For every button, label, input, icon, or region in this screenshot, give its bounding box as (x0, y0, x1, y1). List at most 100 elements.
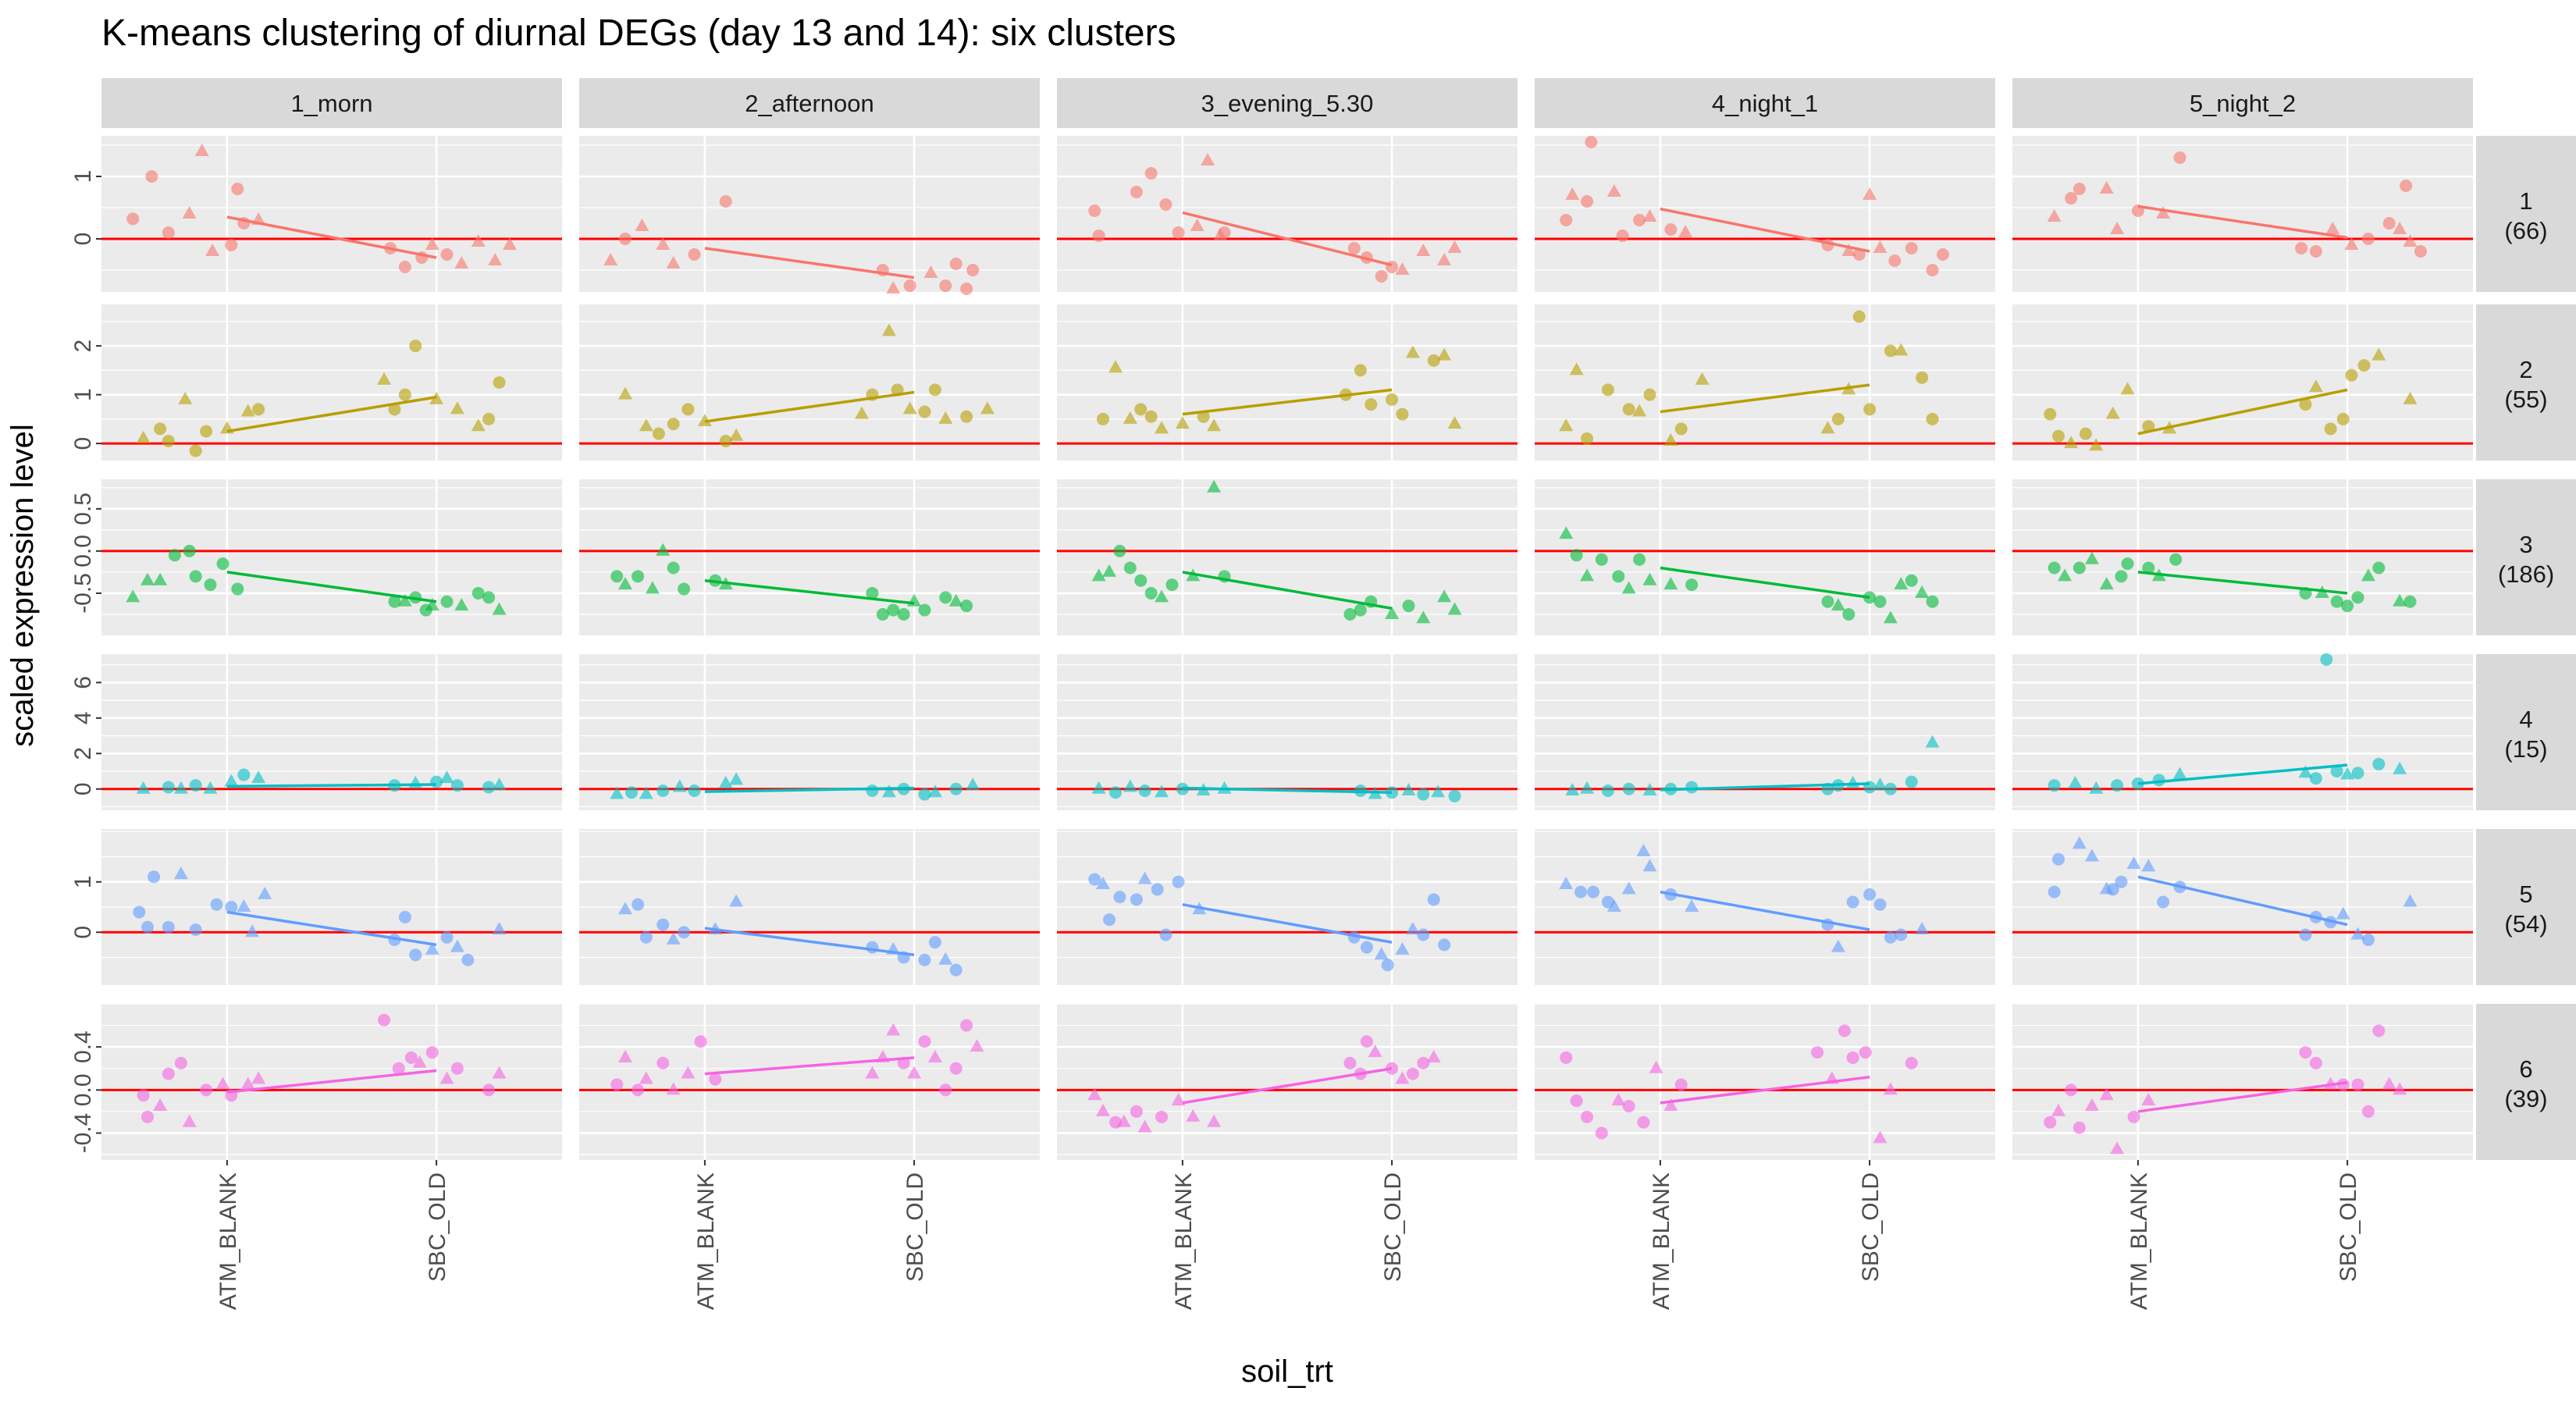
data-point-circle (1859, 1046, 1872, 1059)
data-point-triangle (2308, 379, 2323, 393)
data-point-circle (162, 781, 175, 794)
data-point-triangle (173, 866, 188, 880)
data-point-circle (1852, 310, 1866, 323)
data-point-triangle (1663, 433, 1678, 446)
facet-panel (1057, 304, 1517, 461)
data-point-circle (610, 570, 624, 583)
data-point-circle (1364, 398, 1378, 411)
data-point-triangle (2325, 222, 2340, 234)
data-point-circle (678, 926, 691, 939)
trend-line (704, 1056, 915, 1076)
y-tick-label: 0.0 (70, 1073, 96, 1106)
data-point-triangle (635, 219, 649, 231)
data-point-triangle (729, 772, 744, 785)
data-point-circle (482, 781, 496, 794)
data-point-triangle (1678, 225, 1693, 237)
column-strip (2012, 78, 2473, 128)
data-point-triangle (923, 265, 938, 278)
data-point-circle (1570, 549, 1583, 562)
data-point-triangle (1116, 1114, 1131, 1127)
data-point-circle (189, 444, 202, 457)
data-point-circle (1674, 422, 1688, 436)
y-tick-label: 0 (70, 782, 96, 795)
data-point-circle (1601, 383, 1614, 397)
x-tick-label: SBC_OLD (2336, 1172, 2361, 1282)
panel-background (579, 304, 1040, 461)
facet-panel (1057, 479, 1517, 635)
data-point-circle (2372, 1024, 2386, 1037)
data-point-triangle (1636, 844, 1651, 857)
data-point-triangle (1873, 240, 1888, 253)
data-point-triangle (2403, 391, 2418, 404)
facet-panel (2012, 479, 2473, 635)
data-point-circle (1427, 354, 1440, 367)
data-point-triangle (938, 411, 953, 424)
data-point-circle (2361, 1105, 2375, 1118)
data-point-triangle (2172, 767, 2187, 780)
data-point-circle (1595, 1126, 1608, 1140)
facet-panel (579, 829, 1040, 985)
data-point-triangle (656, 543, 671, 556)
panel-background (1057, 136, 1517, 292)
data-point-triangle (948, 593, 963, 607)
data-point-circle (162, 1067, 175, 1080)
trend-line (226, 783, 437, 788)
data-point-triangle (224, 774, 239, 787)
data-point-triangle (1426, 1049, 1441, 1062)
data-point-triangle (377, 372, 392, 385)
data-point-circle (216, 557, 229, 571)
data-point-triangle (672, 779, 687, 792)
facet-panel (1535, 479, 1995, 635)
panel-background (2012, 479, 2473, 635)
panel-background (1535, 479, 1995, 635)
x-tick-label: SBC_OLD (1858, 1172, 1884, 1282)
data-point-triangle (439, 770, 454, 784)
data-point-circle (2295, 242, 2308, 254)
data-point-circle (678, 582, 691, 596)
data-point-triangle (2361, 568, 2375, 582)
y-tick-label: 0.0 (70, 535, 96, 568)
data-point-circle (398, 261, 411, 273)
data-point-triangle (2089, 438, 2104, 451)
data-point-circle (1581, 1110, 1594, 1123)
trend-line (2137, 875, 2348, 927)
data-point-circle (225, 239, 238, 251)
data-point-triangle (639, 786, 653, 799)
data-point-circle (1360, 1035, 1373, 1048)
panel-background (1535, 304, 1995, 461)
facet-panel (1535, 136, 1995, 292)
data-point-triangle (927, 785, 942, 798)
data-point-circle (2324, 422, 2337, 436)
facet-panel (101, 304, 562, 461)
data-point-circle (1360, 941, 1373, 954)
data-point-circle (461, 953, 475, 966)
data-point-circle (1884, 782, 1897, 795)
facet-panel (101, 136, 562, 292)
data-point-circle (2372, 757, 2386, 770)
data-point-circle (1587, 885, 1600, 898)
data-point-triangle (397, 593, 412, 607)
column-strip-label: 3_evening_5.30 (1201, 90, 1374, 117)
data-point-triangle (2099, 181, 2114, 194)
row-strip-label: 3 (2519, 531, 2532, 558)
panel-background (1057, 654, 1517, 810)
data-point-circle (928, 936, 941, 949)
data-point-circle (1842, 607, 1856, 621)
data-point-circle (1088, 873, 1101, 886)
data-point-triangle (1642, 859, 1657, 872)
data-point-triangle (2344, 237, 2359, 250)
data-point-triangle (182, 1114, 197, 1127)
panel-background (1057, 479, 1517, 635)
trend-line (704, 247, 915, 279)
trend-line (2137, 205, 2348, 240)
data-point-triangle (425, 941, 439, 955)
data-point-circle (656, 1056, 670, 1069)
data-point-circle (1218, 226, 1231, 239)
data-point-circle (2309, 245, 2322, 258)
data-point-circle (918, 603, 931, 617)
data-point-triangle (2393, 222, 2407, 234)
data-point-triangle (240, 404, 255, 417)
data-point-circle (632, 898, 645, 911)
data-point-circle (1417, 928, 1430, 941)
data-point-circle (2309, 772, 2322, 785)
